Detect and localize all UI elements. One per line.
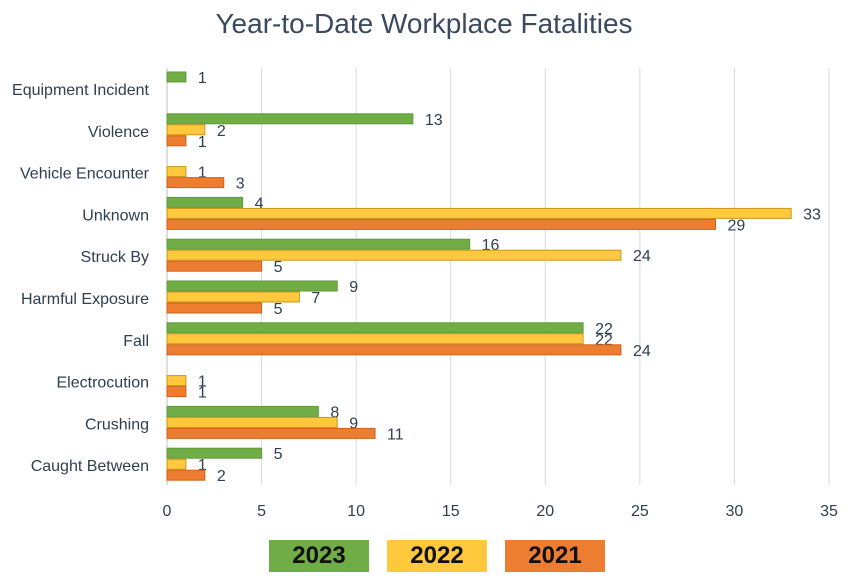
bar-2021-electrocution <box>166 386 187 398</box>
category-label-struck-by: Struck By <box>81 249 149 266</box>
value-label-2022-harmful-exposure: 7 <box>311 290 320 307</box>
bar-2022-vehicle-encounter <box>166 166 187 178</box>
value-label-2023-caught-between: 5 <box>274 446 283 463</box>
x-tick-label: 10 <box>347 503 365 520</box>
value-label-2023-harmful-exposure: 9 <box>349 279 358 296</box>
bar-2021-unknown <box>166 218 717 230</box>
bar-2021-caught-between <box>166 469 206 481</box>
value-label-2022-struck-by: 24 <box>633 248 651 265</box>
legend-2023: 2023 <box>269 540 369 572</box>
bar-2023-fall <box>166 322 584 334</box>
value-label-2022-unknown: 33 <box>803 206 821 223</box>
bar-2021-struck-by <box>166 260 263 272</box>
value-label-2021-vehicle-encounter: 3 <box>236 176 245 193</box>
category-label-fall: Fall <box>123 333 149 350</box>
x-tick-label: 35 <box>820 503 838 520</box>
chart-title: Year-to-Date Workplace Fatalities <box>215 8 633 39</box>
legend-label-2022: 2022 <box>410 542 464 569</box>
bar-2023-unknown <box>166 196 244 208</box>
bar-2023-violence <box>166 113 414 125</box>
value-label-2023-fall: 22 <box>595 321 613 338</box>
legend-2022: 2022 <box>387 540 487 572</box>
value-label-2023-violence: 13 <box>425 112 443 129</box>
category-label-electrocution: Electrocution <box>57 375 150 392</box>
legend-2021: 2021 <box>505 540 605 572</box>
value-label-2021-struck-by: 5 <box>274 259 283 276</box>
bar-2022-fall <box>166 333 584 345</box>
bar-2023-crushing <box>166 405 319 417</box>
category-label-vehicle-encounter: Vehicle Encounter <box>20 166 150 183</box>
bar-2021-fall <box>166 344 622 356</box>
x-tick-label: 25 <box>631 503 649 520</box>
category-label-harmful-exposure: Harmful Exposure <box>21 291 149 308</box>
category-label-unknown: Unknown <box>82 207 149 224</box>
bar-2023-harmful-exposure <box>166 280 338 292</box>
bar-2022-crushing <box>166 416 338 428</box>
value-label-2023-crushing: 8 <box>330 404 339 421</box>
bar-2022-harmful-exposure <box>166 291 300 303</box>
value-label-2022-violence: 2 <box>217 123 226 140</box>
value-label-2021-unknown: 29 <box>728 217 746 234</box>
value-label-2021-fall: 24 <box>633 343 651 360</box>
category-label-equipment-incident: Equipment Incident <box>12 82 150 99</box>
value-label-2021-harmful-exposure: 5 <box>274 301 283 318</box>
value-label-2022-crushing: 9 <box>349 415 358 432</box>
bar-2022-struck-by <box>166 249 622 261</box>
x-tick-label: 15 <box>442 503 460 520</box>
category-label-violence: Violence <box>88 124 149 141</box>
category-label-crushing: Crushing <box>85 416 149 433</box>
value-label-2021-violence: 1 <box>198 134 207 151</box>
bar-2022-violence <box>166 124 206 136</box>
value-label-2022-caught-between: 1 <box>198 457 207 474</box>
bar-2021-violence <box>166 135 187 147</box>
value-label-2021-caught-between: 2 <box>217 468 226 485</box>
x-tick-label: 5 <box>257 503 266 520</box>
bar-2023-caught-between <box>166 447 263 459</box>
value-label-2023-equipment-incident: 1 <box>198 70 207 87</box>
legend-label-2021: 2021 <box>528 542 582 569</box>
bar-2021-vehicle-encounter <box>166 177 225 189</box>
bar-2021-harmful-exposure <box>166 302 263 314</box>
bar-2022-unknown <box>166 207 792 219</box>
value-label-2022-electrocution: 1 <box>198 374 207 391</box>
value-label-2023-unknown: 4 <box>255 195 264 212</box>
bar-2023-struck-by <box>166 238 471 250</box>
x-tick-label: 20 <box>536 503 554 520</box>
bar-2022-caught-between <box>166 458 187 470</box>
bar-2023-equipment-incident <box>166 71 187 83</box>
bar-2021-crushing <box>166 427 376 439</box>
x-tick-label: 0 <box>163 503 172 520</box>
category-label-caught-between: Caught Between <box>31 458 149 475</box>
value-label-2022-vehicle-encounter: 1 <box>198 165 207 182</box>
value-label-2021-electrocution: 1 <box>198 385 207 402</box>
x-tick-label: 30 <box>726 503 744 520</box>
bar-2022-electrocution <box>166 375 187 387</box>
value-label-2021-crushing: 11 <box>387 426 404 443</box>
legend-label-2023: 2023 <box>292 542 346 569</box>
